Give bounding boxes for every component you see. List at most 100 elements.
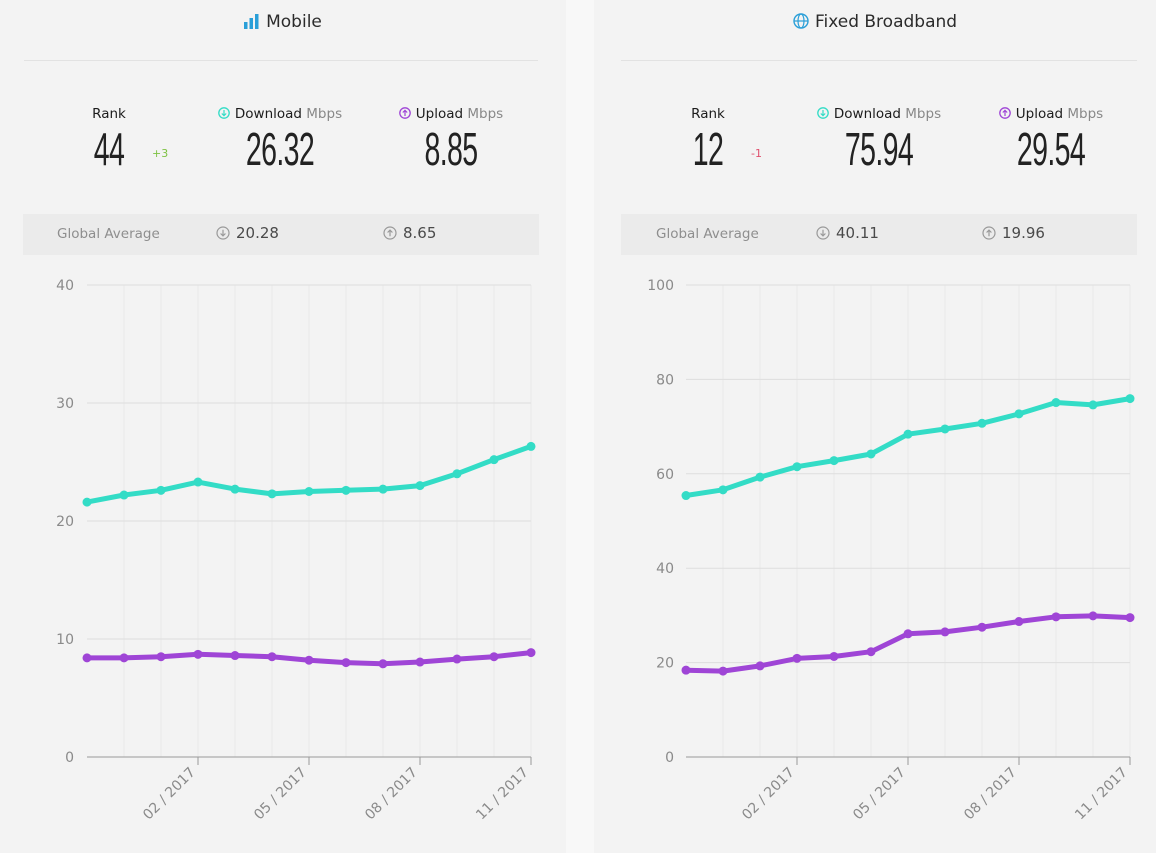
upload-point[interactable] — [866, 647, 876, 657]
upload-unit: Mbps — [1067, 106, 1104, 122]
download-point[interactable] — [230, 484, 240, 494]
global-download: 20.28 — [216, 224, 279, 242]
y-tick-label: 0 — [665, 750, 674, 766]
upload-point[interactable] — [718, 666, 728, 676]
download-stat: Download Mbps 75.94 — [799, 104, 959, 176]
fixed-broadband-panel: Fixed Broadband Rank 12 -1 Download Mbps… — [594, 0, 1156, 853]
download-unit: Mbps — [306, 106, 343, 122]
x-tick-label: 05 / 2017 — [251, 765, 310, 824]
download-point[interactable] — [718, 485, 728, 495]
upload-point[interactable] — [415, 657, 425, 667]
global-average-bar: Global Average 40.11 19.96 — [621, 214, 1137, 255]
download-label: Download — [833, 106, 901, 122]
upload-point[interactable] — [940, 627, 950, 637]
x-tick-label: 02 / 2017 — [739, 765, 798, 824]
upload-point[interactable] — [792, 653, 802, 663]
download-point[interactable] — [755, 472, 765, 482]
upload-point[interactable] — [829, 651, 839, 661]
download-point[interactable] — [681, 491, 691, 501]
download-point[interactable] — [82, 497, 92, 507]
y-tick-label: 30 — [56, 396, 74, 412]
download-point[interactable] — [156, 485, 166, 495]
rank-stat: Rank 44 — [70, 104, 148, 176]
y-tick-label: 60 — [656, 467, 674, 483]
download-point[interactable] — [304, 487, 314, 496]
global-upload-value: 8.65 — [403, 224, 437, 242]
y-tick-label: 20 — [656, 656, 674, 672]
panel-gap — [566, 0, 594, 853]
x-tick-label: 05 / 2017 — [850, 765, 909, 824]
download-point[interactable] — [452, 469, 462, 479]
download-point[interactable] — [1088, 400, 1098, 410]
upload-point[interactable] — [755, 661, 765, 671]
download-point[interactable] — [341, 485, 351, 495]
rank-change: +3 — [152, 147, 169, 160]
download-point[interactable] — [193, 477, 203, 487]
panel-title: Mobile — [0, 10, 566, 34]
upload-point[interactable] — [156, 652, 166, 662]
upload-point[interactable] — [378, 659, 388, 669]
upload-point[interactable] — [82, 653, 92, 663]
upload-point[interactable] — [1125, 613, 1135, 623]
upload-arrow-icon — [998, 107, 1011, 119]
download-arrow-icon — [816, 226, 830, 240]
globe-icon — [793, 12, 809, 36]
upload-point[interactable] — [193, 649, 203, 659]
rank-change: -1 — [751, 147, 762, 160]
divider — [24, 60, 538, 61]
download-point[interactable] — [1125, 394, 1135, 404]
download-point[interactable] — [977, 418, 987, 428]
download-stat: Download Mbps 26.32 — [200, 104, 360, 176]
upload-point[interactable] — [903, 629, 913, 639]
y-tick-label: 40 — [656, 561, 674, 577]
divider — [621, 60, 1137, 61]
upload-label: Upload — [415, 106, 464, 122]
download-arrow-icon — [216, 226, 230, 240]
download-point[interactable] — [866, 449, 876, 459]
upload-point[interactable] — [341, 658, 351, 668]
y-tick-label: 100 — [647, 278, 674, 294]
download-point[interactable] — [415, 481, 425, 491]
download-point[interactable] — [1014, 409, 1024, 419]
rank-stat: Rank 12 — [669, 104, 747, 176]
y-tick-label: 10 — [56, 632, 74, 648]
upload-point[interactable] — [977, 622, 987, 632]
rank-label: Rank — [691, 106, 725, 122]
upload-point[interactable] — [1088, 611, 1098, 621]
y-tick-label: 0 — [65, 750, 74, 766]
global-average-label: Global Average — [57, 226, 160, 242]
upload-point[interactable] — [304, 655, 314, 665]
upload-point[interactable] — [681, 665, 691, 675]
global-download-value: 40.11 — [836, 224, 879, 242]
download-point[interactable] — [1051, 398, 1061, 408]
x-tick-label: 02 / 2017 — [140, 765, 199, 824]
upload-point[interactable] — [452, 654, 462, 664]
y-tick-label: 20 — [56, 514, 74, 530]
upload-point[interactable] — [489, 652, 499, 662]
download-point[interactable] — [829, 456, 839, 466]
download-point[interactable] — [489, 455, 499, 465]
upload-point[interactable] — [1051, 612, 1061, 622]
download-point[interactable] — [792, 462, 802, 472]
download-point[interactable] — [940, 424, 950, 434]
download-point[interactable] — [267, 489, 277, 499]
fixed-broadband-speed-chart: 0 20 40 60 80 100 02 / 2017 05 / 2017 08 / 2017 1… — [647, 278, 1135, 824]
panel-title-text: Mobile — [266, 12, 322, 32]
upload-arrow-icon — [398, 107, 411, 119]
y-tick-label: 40 — [56, 278, 74, 294]
download-point[interactable] — [903, 429, 913, 439]
upload-point[interactable] — [267, 652, 277, 662]
upload-point[interactable] — [119, 653, 129, 663]
download-point[interactable] — [119, 490, 129, 500]
download-value: 75.94 — [844, 123, 914, 175]
download-label: Download — [234, 106, 302, 122]
upload-point[interactable] — [230, 651, 240, 661]
download-point[interactable] — [378, 484, 388, 494]
global-download-value: 20.28 — [236, 224, 279, 242]
upload-stat: Upload Mbps 8.85 — [376, 104, 526, 176]
upload-unit: Mbps — [467, 106, 504, 122]
upload-arrow-icon — [982, 226, 996, 240]
upload-point[interactable] — [526, 648, 536, 658]
download-point[interactable] — [526, 441, 536, 451]
upload-point[interactable] — [1014, 617, 1024, 627]
